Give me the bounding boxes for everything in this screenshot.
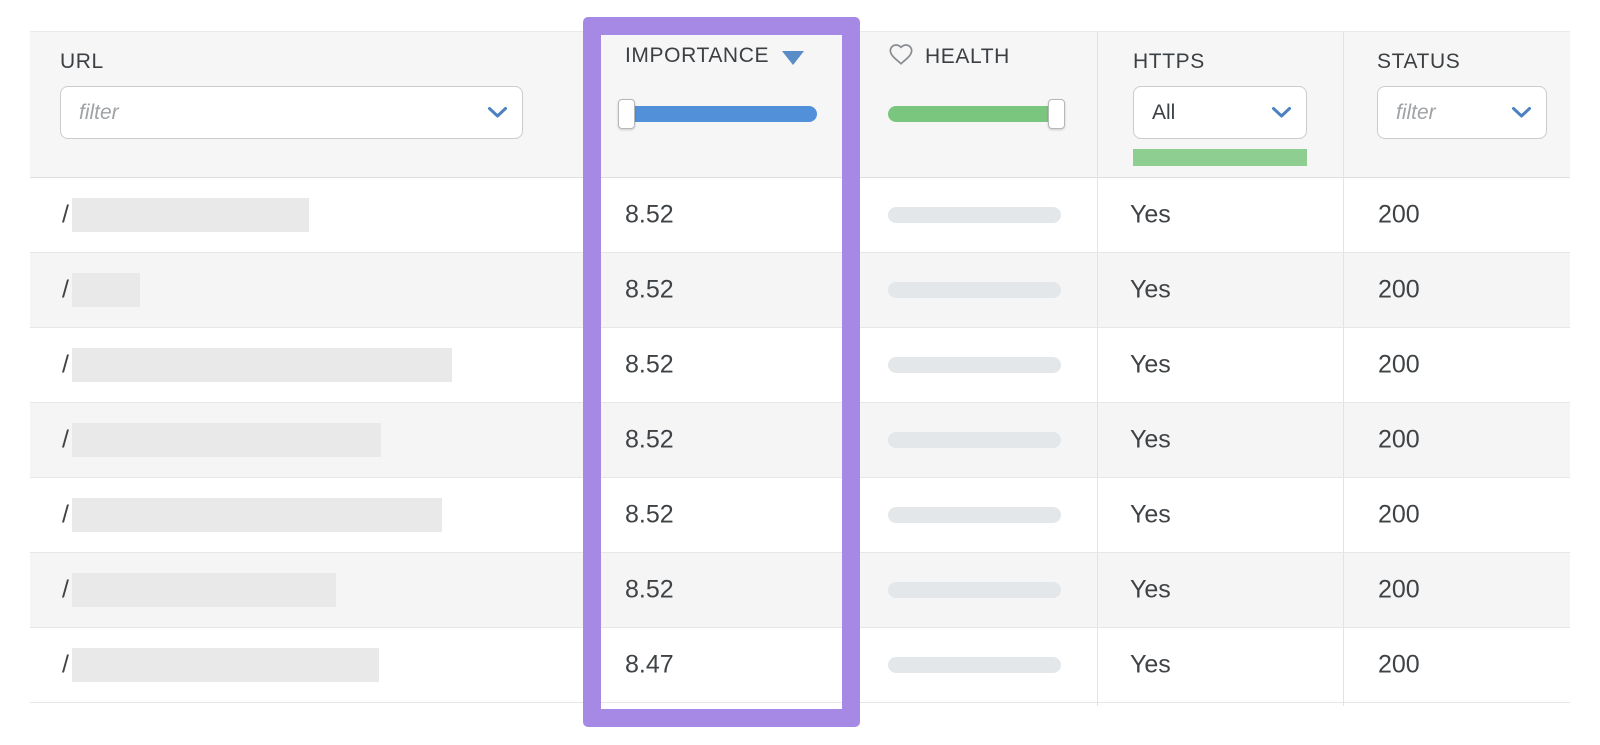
url-redacted-block: [72, 273, 140, 307]
status-cell: 200: [1378, 575, 1420, 604]
chevron-down-icon[interactable]: [1511, 106, 1532, 119]
health-bar-track: [888, 657, 1061, 673]
health-slider-bar: [888, 106, 1057, 122]
https-cell: Yes: [1130, 200, 1171, 229]
status-filter-placeholder: filter: [1396, 100, 1436, 124]
importance-cell: 8.52: [625, 500, 674, 529]
importance-range-slider[interactable]: [618, 99, 817, 129]
url-cell[interactable]: /: [62, 650, 69, 679]
url-filter-input[interactable]: filter: [60, 86, 523, 139]
https-filter-selected-value: All: [1152, 100, 1176, 124]
table-header-row: URL filter IMPORTANCE HEALTH HTTPS: [30, 31, 1570, 178]
health-header-label: HEALTH: [925, 44, 1010, 68]
sort-desc-icon[interactable]: [782, 50, 805, 65]
url-cell[interactable]: /: [62, 350, 69, 379]
table-row: / 8.52 Yes 200: [30, 328, 1570, 403]
status-cell: 200: [1378, 500, 1420, 529]
column-divider: [847, 31, 848, 706]
health-bar-track: [888, 207, 1061, 223]
column-header-https: HTTPS: [1133, 50, 1205, 73]
column-divider: [1343, 31, 1344, 706]
chevron-down-icon[interactable]: [487, 106, 508, 119]
status-cell: 200: [1378, 200, 1420, 229]
url-cell[interactable]: /: [62, 500, 69, 529]
https-cell: Yes: [1130, 425, 1171, 454]
column-header-status: STATUS: [1377, 50, 1461, 73]
url-redacted-block: [72, 423, 381, 457]
table-row: / 8.47 Yes 200: [30, 628, 1570, 703]
importance-cell: 8.52: [625, 200, 674, 229]
health-bar-track: [888, 507, 1061, 523]
importance-cell: 8.52: [625, 575, 674, 604]
column-header-health: HEALTH: [888, 42, 1010, 71]
table-row: / 8.52 Yes 200: [30, 403, 1570, 478]
column-header-url: URL: [60, 50, 104, 73]
url-cell[interactable]: /: [62, 200, 69, 229]
url-cell[interactable]: /: [62, 275, 69, 304]
importance-header-label: IMPORTANCE: [625, 44, 770, 67]
importance-slider-bar: [628, 106, 817, 122]
importance-cell: 8.47: [625, 650, 674, 679]
url-cell[interactable]: /: [62, 425, 69, 454]
table-row: / 8.52 Yes 200: [30, 178, 1570, 253]
importance-cell: 8.52: [625, 350, 674, 379]
status-cell: 200: [1378, 350, 1420, 379]
health-bar-track: [888, 282, 1061, 298]
https-cell: Yes: [1130, 650, 1171, 679]
url-redacted-block: [72, 648, 379, 682]
column-divider: [597, 31, 598, 706]
column-header-importance[interactable]: IMPORTANCE: [625, 44, 805, 68]
table-row: / 8.52 Yes 200: [30, 253, 1570, 328]
column-divider: [1097, 31, 1098, 706]
status-cell: 200: [1378, 425, 1420, 454]
https-filter-select[interactable]: All: [1133, 86, 1307, 139]
health-slider-handle[interactable]: [1048, 99, 1065, 129]
https-cell: Yes: [1130, 575, 1171, 604]
status-cell: 200: [1378, 275, 1420, 304]
health-range-slider[interactable]: [888, 99, 1065, 129]
url-cell[interactable]: /: [62, 575, 69, 604]
importance-cell: 8.52: [625, 425, 674, 454]
url-redacted-block: [72, 348, 452, 382]
health-bar-track: [888, 582, 1061, 598]
table-row: / 8.52 Yes 200: [30, 478, 1570, 553]
importance-slider-handle[interactable]: [618, 99, 635, 129]
https-distribution-bar: [1133, 149, 1307, 166]
url-redacted-block: [72, 198, 309, 232]
heart-icon: [888, 42, 914, 71]
status-cell: 200: [1378, 650, 1420, 679]
https-cell: Yes: [1130, 500, 1171, 529]
table-body: / 8.52 Yes 200 / 8.52 Yes 200 / 8.52 Yes…: [30, 178, 1570, 703]
importance-cell: 8.52: [625, 275, 674, 304]
table-row: / 8.52 Yes 200: [30, 553, 1570, 628]
chevron-down-icon[interactable]: [1271, 106, 1292, 119]
health-bar-track: [888, 432, 1061, 448]
url-redacted-block: [72, 498, 442, 532]
https-cell: Yes: [1130, 275, 1171, 304]
https-cell: Yes: [1130, 350, 1171, 379]
url-redacted-block: [72, 573, 336, 607]
status-filter-select[interactable]: filter: [1377, 86, 1547, 139]
url-filter-placeholder: filter: [79, 100, 119, 124]
health-bar-track: [888, 357, 1061, 373]
